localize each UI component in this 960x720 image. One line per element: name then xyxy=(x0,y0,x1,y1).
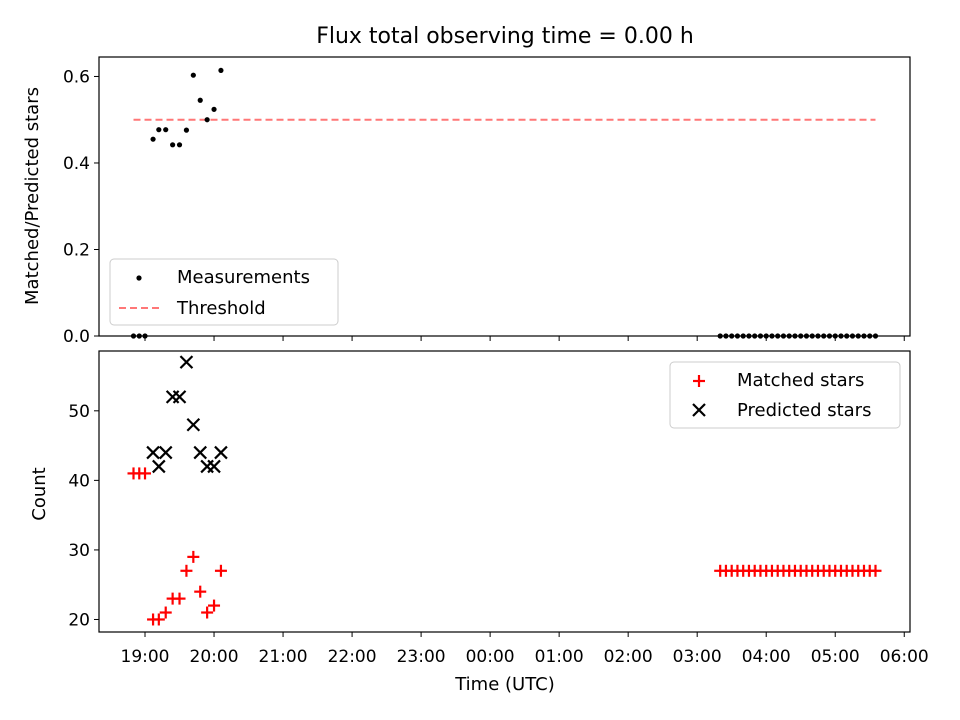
measurement-point xyxy=(170,142,176,148)
measurement-point xyxy=(204,117,210,123)
x-tick-label: 19:00 xyxy=(121,647,170,667)
top-y-tick-label: 0.0 xyxy=(63,327,90,347)
matched-star-point xyxy=(152,613,165,626)
x-tick-label: 05:00 xyxy=(811,647,860,667)
predicted-star-point xyxy=(152,459,166,474)
x-tick-label: 20:00 xyxy=(190,647,239,667)
x-tick-label: 23:00 xyxy=(397,647,446,667)
predicted-star-point xyxy=(207,459,221,474)
matched-star-point xyxy=(187,550,200,563)
measurement-point xyxy=(190,72,196,78)
measurement-point xyxy=(176,142,183,148)
top-plot-area xyxy=(130,67,879,339)
legend-measurements-label: Measurements xyxy=(177,267,310,288)
legend-predicted-marker xyxy=(692,403,706,417)
predicted-star-point xyxy=(172,390,187,404)
x-tick-label: 06:00 xyxy=(880,647,929,667)
x-axis-label: Time (UTC) xyxy=(454,674,555,695)
top-y-axis-label: Matched/Predicted stars xyxy=(22,87,43,305)
matched-star-point xyxy=(869,564,882,577)
predicted-star-point xyxy=(214,445,228,460)
bottom-y-axis-label: Count xyxy=(29,467,50,520)
matched-star-point xyxy=(173,592,186,605)
legend-measurements-marker xyxy=(136,275,142,281)
bottom-panel: 20 30 40 50 19:00 20:00 21:00 22:00 23:00 00:00 0… xyxy=(29,350,929,695)
bottom-legend: Matched stars Predicted stars xyxy=(669,361,901,429)
x-tick-label: 22:00 xyxy=(328,647,377,667)
top-panel: 0.0 0.2 0.4 0.6 Matched/Predicted stars Mea… xyxy=(22,56,911,347)
measurement-point xyxy=(197,97,203,103)
bottom-plot-area xyxy=(127,355,882,626)
bottom-x-ticks: 19:00 20:00 21:00 22:00 23:00 00:00 01:00 02:00… xyxy=(121,632,929,667)
x-tick-label: 03:00 xyxy=(673,647,722,667)
predicted-star-point xyxy=(179,355,194,369)
matched-star-point xyxy=(201,606,214,619)
measurement-point xyxy=(211,106,217,112)
matched-star-point xyxy=(180,564,193,577)
x-tick-label: 00:00 xyxy=(466,647,515,667)
measurement-point xyxy=(156,127,162,133)
matched-star-point xyxy=(159,606,172,619)
predicted-star-point xyxy=(193,445,208,460)
top-legend-frame xyxy=(109,258,339,326)
legend-matched-marker xyxy=(693,375,705,387)
top-y-ticks: 0.0 0.2 0.4 0.6 xyxy=(63,67,99,347)
top-x-ticks xyxy=(144,336,905,341)
matched-star-point xyxy=(139,467,152,480)
matched-star-point xyxy=(214,564,227,577)
legend-matched-label: Matched stars xyxy=(737,370,864,391)
measurement-point xyxy=(183,127,190,133)
top-legend: Measurements Threshold xyxy=(109,258,339,326)
x-tick-label: 04:00 xyxy=(742,647,791,667)
matched-star-point xyxy=(208,599,221,612)
legend-threshold-label: Threshold xyxy=(176,298,266,319)
top-y-tick-label: 0.6 xyxy=(63,67,90,87)
predicted-star-point xyxy=(186,417,201,432)
top-y-tick-label: 0.4 xyxy=(63,154,90,174)
predicted-star-point xyxy=(158,445,173,460)
measurement-point xyxy=(163,127,169,133)
x-tick-label: 01:00 xyxy=(535,647,584,667)
measurement-point xyxy=(150,136,156,142)
bottom-y-tick-label: 40 xyxy=(68,471,90,491)
measurement-point xyxy=(218,67,224,74)
bottom-y-tick-label: 20 xyxy=(68,610,90,630)
legend-predicted-label: Predicted stars xyxy=(737,400,871,421)
bottom-y-ticks: 20 30 40 50 xyxy=(68,402,99,630)
top-axes-frame xyxy=(98,56,911,337)
chart-title: Flux total observing time = 0.00 h xyxy=(316,24,694,49)
x-tick-label: 21:00 xyxy=(259,647,308,667)
bottom-y-tick-label: 30 xyxy=(68,541,90,561)
top-y-tick-label: 0.2 xyxy=(63,240,90,260)
bottom-axes-frame xyxy=(98,350,911,633)
bottom-y-tick-label: 50 xyxy=(68,402,90,422)
matched-star-point xyxy=(194,585,207,598)
predicted-star-point xyxy=(146,445,160,460)
x-tick-label: 02:00 xyxy=(604,647,653,667)
bottom-legend-frame xyxy=(669,361,901,429)
